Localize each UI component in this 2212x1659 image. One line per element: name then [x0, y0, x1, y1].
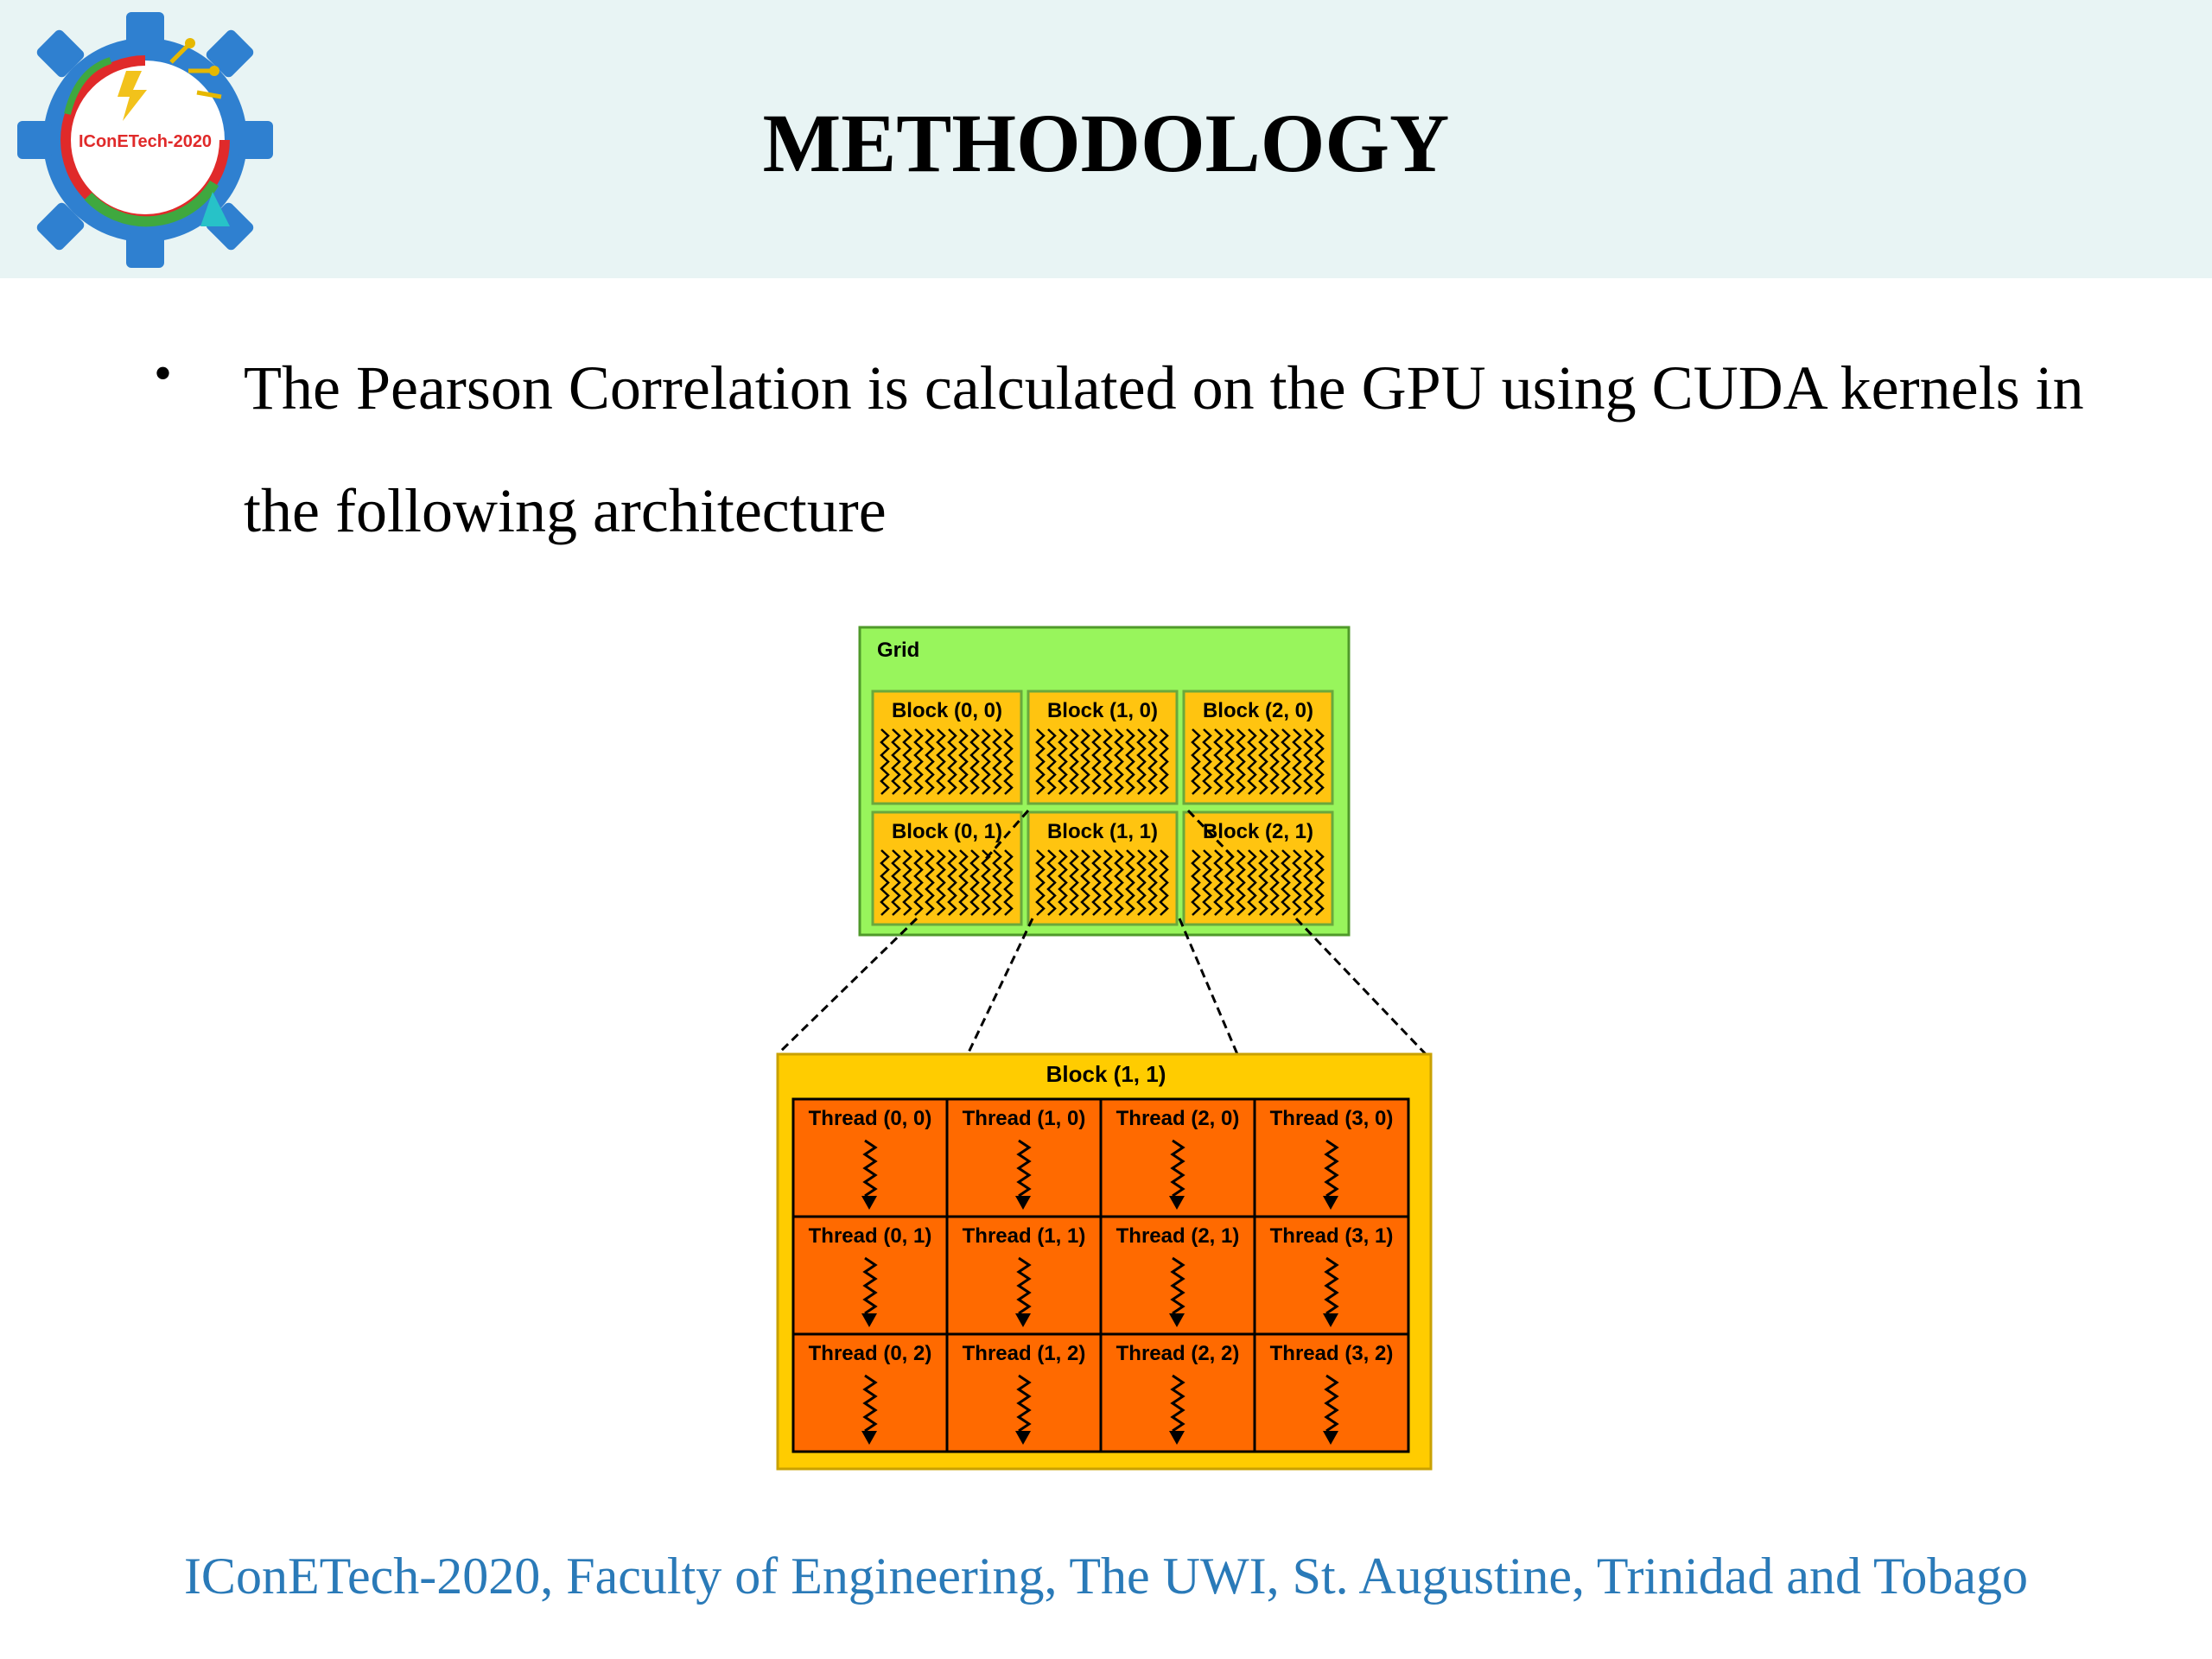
- arrow-down-icon: [861, 1431, 877, 1445]
- thread-squiggle-icon: [1016, 1256, 1032, 1315]
- block-cell: Block (0, 0): [871, 690, 1023, 805]
- thread-squiggle-icon: [1016, 1139, 1032, 1198]
- bullet-text: The Pearson Correlation is calculated on…: [244, 353, 2084, 545]
- thread-label: Thread (0, 1): [809, 1224, 932, 1248]
- detail-block-label: Block (1, 1): [1046, 1061, 1166, 1087]
- thread-glyphs-icon: [880, 728, 1014, 795]
- arrow-down-icon: [861, 1313, 877, 1327]
- thread-glyphs-icon: [1035, 849, 1169, 916]
- thread-cell: Thread (1, 2): [945, 1332, 1103, 1453]
- arrow-down-icon: [1323, 1313, 1338, 1327]
- block-label: Block (0, 0): [892, 699, 1002, 722]
- thread-label: Thread (0, 2): [809, 1342, 932, 1365]
- thread-cell: Thread (1, 1): [945, 1215, 1103, 1336]
- thread-label: Thread (3, 2): [1270, 1342, 1394, 1365]
- thread-squiggle-icon: [1324, 1139, 1339, 1198]
- arrow-down-icon: [1015, 1431, 1031, 1445]
- arrow-down-icon: [1323, 1196, 1338, 1210]
- connector-lines: [776, 809, 1427, 1056]
- thread-cell: Thread (3, 2): [1253, 1332, 1410, 1453]
- block-cell: Block (1, 1): [1027, 810, 1179, 926]
- thread-glyphs-icon: [1191, 728, 1325, 795]
- thread-label: Thread (2, 0): [1116, 1107, 1240, 1130]
- thread-glyphs-icon: [1035, 728, 1169, 795]
- thread-label: Thread (2, 1): [1116, 1224, 1240, 1248]
- thread-cell: Thread (3, 1): [1253, 1215, 1410, 1336]
- bullet-marker: •: [154, 345, 173, 402]
- thread-label: Thread (3, 0): [1270, 1107, 1394, 1130]
- arrow-down-icon: [1169, 1431, 1185, 1445]
- thread-squiggle-icon: [1016, 1374, 1032, 1433]
- footer-text: IConETech-2020, Faculty of Engineering, …: [183, 1548, 2029, 1605]
- thread-cell: Thread (2, 0): [1099, 1097, 1256, 1218]
- arrow-down-icon: [1169, 1313, 1185, 1327]
- block-cell: Block (2, 1): [1182, 810, 1334, 926]
- block-cell: Block (2, 0): [1182, 690, 1334, 805]
- thread-label: Thread (2, 2): [1116, 1342, 1240, 1365]
- gear-logo-icon: IConETech-2020: [17, 12, 273, 268]
- block-cell: Block (1, 0): [1027, 690, 1179, 805]
- thread-squiggle-icon: [862, 1374, 878, 1433]
- thread-label: Thread (0, 0): [809, 1107, 932, 1130]
- block-grid: Block (0, 0) Block (1, 0) Block (2, 0) Bloc…: [871, 690, 1334, 926]
- block-label: Block (0, 1): [892, 820, 1002, 843]
- thread-label: Thread (3, 1): [1270, 1224, 1394, 1248]
- thread-cell: Thread (2, 1): [1099, 1215, 1256, 1336]
- thread-squiggle-icon: [862, 1256, 878, 1315]
- thread-label: Thread (1, 2): [963, 1342, 1086, 1365]
- thread-glyphs-icon: [880, 849, 1014, 916]
- page-title: METHODOLOGY: [762, 97, 1450, 189]
- arrow-down-icon: [1323, 1431, 1338, 1445]
- grid-label: Grid: [877, 639, 919, 662]
- header-banner: IConETech-2020 METHODOLOGY: [0, 0, 2212, 278]
- thread-cell: Thread (1, 0): [945, 1097, 1103, 1218]
- thread-cell: Thread (0, 2): [791, 1332, 949, 1453]
- thread-label: Thread (1, 1): [963, 1224, 1086, 1248]
- arrow-down-icon: [1015, 1313, 1031, 1327]
- thread-squiggle-icon: [1170, 1139, 1185, 1198]
- arrow-down-icon: [1169, 1196, 1185, 1210]
- block-cell: Block (0, 1): [871, 810, 1023, 926]
- thread-grid: Thread (0, 0) Thread (1, 0) Thread (2, 0) T…: [791, 1097, 1410, 1453]
- arrow-down-icon: [1015, 1196, 1031, 1210]
- thread-squiggle-icon: [1170, 1256, 1185, 1315]
- block-label: Block (1, 0): [1047, 699, 1158, 722]
- arrow-down-icon: [861, 1196, 877, 1210]
- block-label: Block (2, 0): [1203, 699, 1313, 722]
- thread-squiggle-icon: [1324, 1256, 1339, 1315]
- thread-cell: Thread (0, 1): [791, 1215, 949, 1336]
- thread-squiggle-icon: [1324, 1374, 1339, 1433]
- block-label: Block (1, 1): [1047, 820, 1158, 843]
- block-label: Block (2, 1): [1203, 820, 1313, 843]
- thread-cell: Thread (2, 2): [1099, 1332, 1256, 1453]
- logo-text: IConETech-2020: [79, 132, 212, 151]
- thread-label: Thread (1, 0): [963, 1107, 1086, 1130]
- thread-glyphs-icon: [1191, 849, 1325, 916]
- thread-cell: Thread (3, 0): [1253, 1097, 1410, 1218]
- thread-cell: Thread (0, 0): [791, 1097, 949, 1218]
- thread-squiggle-icon: [862, 1139, 878, 1198]
- thread-squiggle-icon: [1170, 1374, 1185, 1433]
